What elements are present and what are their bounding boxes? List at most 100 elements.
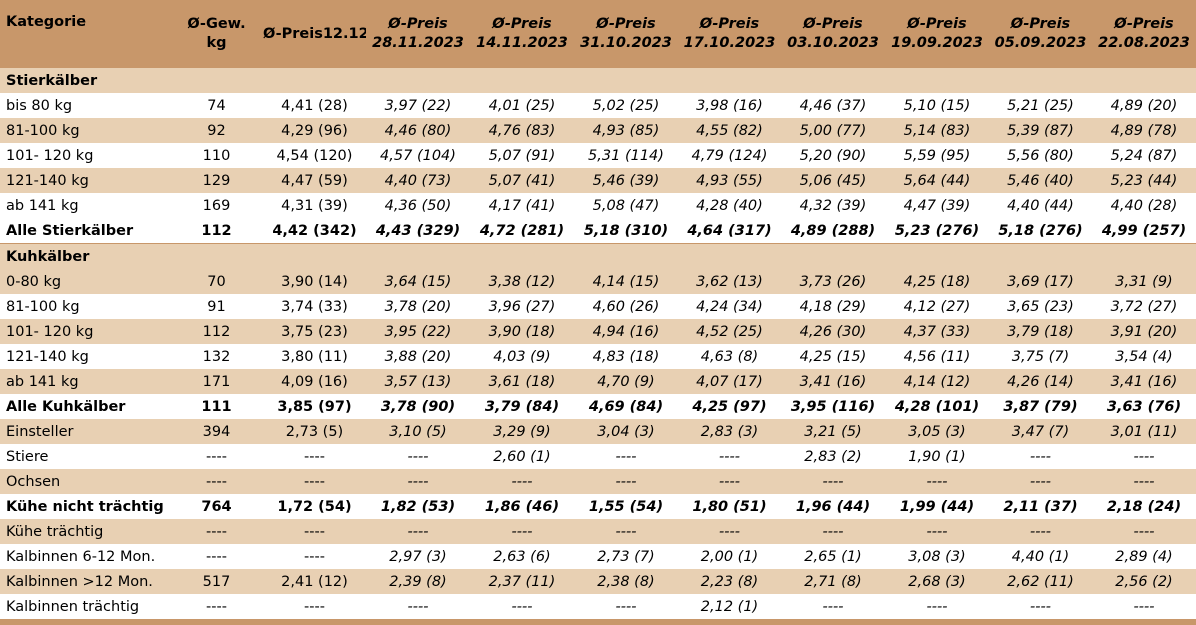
row-label: Kalbinnen 6-12 Mon. [0, 544, 170, 569]
empty-cell [366, 68, 470, 93]
row-weight: 74 [170, 93, 263, 118]
price-cell: 4,36 (50) [366, 193, 470, 218]
price-cell: 2,00 (1) [678, 544, 781, 569]
price-cell: ---- [989, 469, 1092, 494]
price-cell: 3,75 (7) [989, 344, 1092, 369]
price-cell: 2,73 (5) [263, 419, 366, 444]
price-cell: ---- [263, 469, 366, 494]
price-cell: 3,54 (4) [1092, 344, 1196, 369]
table-row: ab 141 kg 171 4,09 (16) 3,57 (13) 3,61 (18) 4… [0, 369, 1196, 394]
header-price-date: 22.08.2023 [1098, 35, 1190, 51]
empty-cell [574, 68, 678, 93]
price-cell: 2,83 (2) [781, 444, 885, 469]
header-price-label: Ø-Preis [1010, 16, 1071, 32]
price-cell: 5,23 (44) [1092, 168, 1196, 193]
empty-cell [678, 68, 781, 93]
price-cell: 1,86 (46) [470, 494, 574, 519]
row-label: 81-100 kg [0, 294, 170, 319]
price-cell: 4,40 (28) [1092, 193, 1196, 218]
price-cell: 3,01 (11) [1092, 419, 1196, 444]
table-row: 0-80 kg 70 3,90 (14) 3,64 (15) 3,38 (12) 4,14… [0, 269, 1196, 294]
row-weight: ---- [170, 469, 263, 494]
row-weight: 171 [170, 369, 263, 394]
table-row: Kühe trächtig ---- ---- ---- ---- ---- ---- ---… [0, 519, 1196, 544]
price-cell: 4,64 (317) [678, 218, 781, 244]
price-cell: ---- [678, 519, 781, 544]
row-label: bis 80 kg [0, 93, 170, 118]
row-weight: ---- [170, 594, 263, 619]
row-label: Einsteller [0, 419, 170, 444]
table-row: Alle Stierkälber 112 4,42 (342) 4,43 (329) 4… [0, 218, 1196, 244]
table-row: 121-140 kg 132 3,80 (11) 3,88 (20) 4,03 (9) 4… [0, 344, 1196, 369]
price-cell: 3,73 (26) [781, 269, 885, 294]
table-row: 101- 120 kg 112 3,75 (23) 3,95 (22) 3,90 (18… [0, 319, 1196, 344]
price-cell: ---- [263, 544, 366, 569]
price-cell: 4,60 (26) [574, 294, 678, 319]
header-price-date: 28.11.2023 [372, 35, 464, 51]
price-cell: ---- [1092, 519, 1196, 544]
price-cell: 2,68 (3) [885, 569, 989, 594]
row-weight: 132 [170, 344, 263, 369]
price-cell: ---- [574, 519, 678, 544]
price-cell: ---- [1092, 469, 1196, 494]
price-cell: 4,69 (84) [574, 394, 678, 419]
price-cell: 4,46 (37) [781, 93, 885, 118]
price-cell: 3,08 (3) [885, 544, 989, 569]
price-cell: 3,91 (20) [1092, 319, 1196, 344]
table-row: 81-100 kg 92 4,29 (96) 4,46 (80) 4,76 (83) 4,… [0, 118, 1196, 143]
price-cell: 3,90 (18) [470, 319, 574, 344]
price-cell: 4,26 (14) [989, 369, 1092, 394]
price-cell: 4,47 (39) [885, 193, 989, 218]
price-cell: 4,89 (20) [1092, 93, 1196, 118]
table-row: Kalbinnen >12 Mon. 517 2,41 (12) 2,39 (8) 2,… [0, 569, 1196, 594]
header-row: Kategorie Ø-Gew. kg Ø-Preis12.12.2023Ø-P… [0, 0, 1196, 68]
price-cell: 4,28 (40) [678, 193, 781, 218]
price-cell: 2,11 (37) [989, 494, 1092, 519]
table-row: Kalbinnen trächtig ---- ---- ---- ---- ---- 2,… [0, 594, 1196, 619]
empty-cell [574, 243, 678, 269]
empty-cell [170, 68, 263, 93]
price-cell: 5,59 (95) [885, 143, 989, 168]
price-cell: ---- [574, 594, 678, 619]
price-cell: 4,25 (97) [678, 394, 781, 419]
price-cell: 5,18 (310) [574, 218, 678, 244]
row-weight: 129 [170, 168, 263, 193]
row-label: 0-80 kg [0, 269, 170, 294]
empty-cell [781, 68, 885, 93]
table-row: ab 141 kg 169 4,31 (39) 4,36 (50) 4,17 (41) 5… [0, 193, 1196, 218]
price-cell: 3,64 (15) [366, 269, 470, 294]
price-cell: 4,25 (15) [781, 344, 885, 369]
price-cell: ---- [574, 444, 678, 469]
price-cell: 4,25 (18) [885, 269, 989, 294]
footer-bar [0, 619, 1196, 625]
price-cell: 4,55 (82) [678, 118, 781, 143]
row-weight: 169 [170, 193, 263, 218]
header-kategorie: Kategorie [0, 0, 170, 68]
price-cell: 3,31 (9) [1092, 269, 1196, 294]
price-cell: ---- [470, 519, 574, 544]
price-cell: 4,26 (30) [781, 319, 885, 344]
header-price-1: Ø-Preis 28.11.2023 [366, 0, 470, 68]
header-price-4: Ø-Preis 17.10.2023 [678, 0, 781, 68]
header-price-label: Ø-Preis [699, 16, 760, 32]
price-cell: 3,95 (22) [366, 319, 470, 344]
price-cell: 5,21 (25) [989, 93, 1092, 118]
empty-cell [263, 243, 366, 269]
price-cell: 3,62 (13) [678, 269, 781, 294]
price-cell: ---- [263, 444, 366, 469]
empty-cell [989, 243, 1092, 269]
price-cell: ---- [470, 469, 574, 494]
price-cell: ---- [366, 594, 470, 619]
price-cell: 3,65 (23) [989, 294, 1092, 319]
price-cell: 5,24 (87) [1092, 143, 1196, 168]
row-label: 121-140 kg [0, 168, 170, 193]
price-cell: ---- [781, 519, 885, 544]
price-cell: 4,56 (11) [885, 344, 989, 369]
price-cell: 4,29 (96) [263, 118, 366, 143]
header-price-date: 31.10.2023 [580, 35, 672, 51]
table-row: 81-100 kg 91 3,74 (33) 3,78 (20) 3,96 (27) 4,… [0, 294, 1196, 319]
price-cell: ---- [989, 594, 1092, 619]
price-cell: 3,97 (22) [366, 93, 470, 118]
price-cell: 3,79 (84) [470, 394, 574, 419]
